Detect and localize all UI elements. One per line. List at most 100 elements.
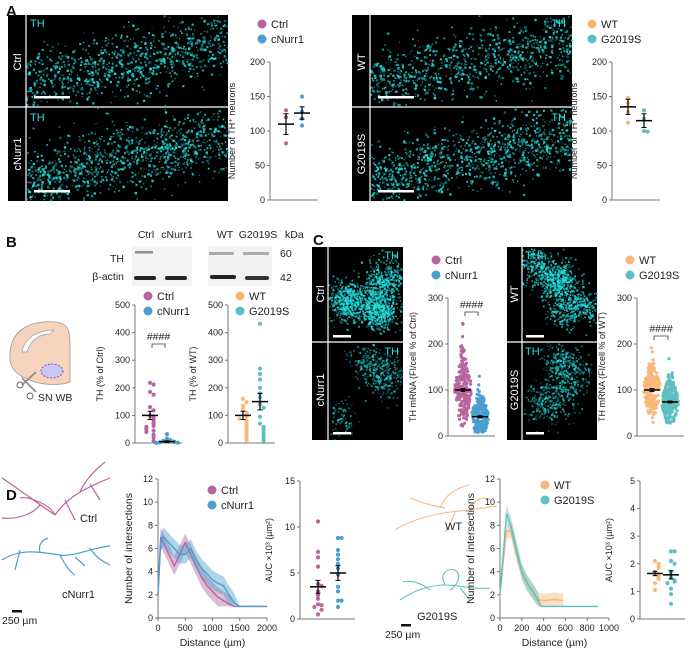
fluorescence-signal [367,300,370,303]
fluorescence-signal [127,79,130,82]
fluorescence-signal [382,160,385,163]
fluorescence-signal [193,127,196,129]
fluorescence-signal [545,30,548,33]
fluorescence-signal [175,143,179,146]
fluorescence-signal [170,49,174,52]
fluorescence-signal [434,94,436,97]
fluorescence-signal [331,295,333,297]
fluorescence-signal [442,55,444,57]
fluorescence-signal [344,288,346,290]
fluorescence-signal [27,188,29,190]
fluorescence-signal [64,165,67,167]
fluorescence-signal [341,322,343,324]
fluorescence-signal [177,43,180,46]
fluorescence-signal [149,80,151,82]
fluorescence-signal [398,85,400,88]
fluorescence-signal [129,165,132,168]
fluorescence-signal [148,77,151,80]
fluorescence-signal [413,87,416,90]
fluorescence-signal [202,40,204,43]
fluorescence-signal [551,140,553,143]
fluorescence-signal [89,78,91,80]
fluorescence-signal [542,71,545,73]
fluorescence-signal [79,150,82,153]
fluorescence-signal [156,51,159,54]
fluorescence-signal [397,104,400,106]
fluorescence-signal [467,138,470,141]
fluorescence-signal [561,149,563,152]
fluorescence-signal [397,263,400,265]
fluorescence-signal [537,174,540,177]
fluorescence-signal [489,44,492,47]
fluorescence-signal [381,166,383,169]
fluorescence-signal [471,143,473,145]
fluorescence-signal [570,181,573,183]
fluorescence-signal [526,37,529,40]
fluorescence-signal [130,171,133,174]
fluorescence-signal [523,156,526,160]
fluorescence-signal [408,173,412,176]
fluorescence-signal [522,151,525,154]
fluorescence-signal [513,141,515,143]
fluorescence-signal [95,159,97,161]
fluorescence-signal [472,38,475,41]
fluorescence-signal [64,177,66,180]
fluorescence-signal [141,155,144,159]
fluorescence-signal [340,282,342,285]
fluorescence-signal [90,166,93,169]
fluorescence-signal [195,121,198,124]
fluorescence-signal [389,262,391,265]
fluorescence-signal [213,135,215,137]
fluorescence-signal [191,59,193,61]
fluorescence-signal [365,292,367,294]
fluorescence-signal [26,98,28,100]
fluorescence-signal [443,166,445,169]
fluorescence-signal [539,46,542,49]
fluorescence-signal [539,151,542,154]
fluorescence-signal [73,85,75,88]
fluorescence-signal [218,57,220,59]
fluorescence-signal [111,170,114,173]
fluorescence-signal [536,121,539,124]
fluorescence-signal [139,149,141,151]
fluorescence-signal [141,126,144,129]
fluorescence-signal [423,56,427,59]
fluorescence-signal [344,295,346,297]
fluorescence-signal [423,74,427,78]
fluorescence-signal [131,74,134,77]
fluorescence-signal [492,53,496,56]
fluorescence-signal [62,171,65,174]
fluorescence-signal [512,57,515,60]
fluorescence-signal [112,176,114,178]
fluorescence-signal [185,136,187,138]
fluorescence-signal [115,147,117,149]
fluorescence-signal [393,269,396,272]
fluorescence-signal [474,68,477,72]
fluorescence-signal [429,60,431,62]
fluorescence-signal [395,64,398,66]
fluorescence-signal [61,93,64,95]
fluorescence-signal [461,136,463,138]
fluorescence-signal [90,58,93,61]
fluorescence-signal [531,140,533,142]
fluorescence-signal [517,162,519,164]
fluorescence-signal [337,288,339,290]
fluorescence-signal [154,67,157,69]
fluorescence-signal [179,145,182,149]
fluorescence-signal [156,168,159,170]
fluorescence-signal [433,161,436,164]
fluorescence-signal [459,134,462,137]
fluorescence-signal [43,195,46,197]
stain-label: TH [30,112,45,124]
fluorescence-signal [484,75,487,79]
fluorescence-signal [470,149,473,151]
fluorescence-signal [154,198,156,200]
fluorescence-signal [95,89,97,91]
fluorescence-signal [485,48,487,50]
fluorescence-signal [368,315,371,317]
fluorescence-signal [401,84,404,87]
fluorescence-signal [403,72,405,74]
fluorescence-signal [156,67,159,70]
fluorescence-signal [419,194,422,197]
fluorescence-signal [517,140,521,143]
